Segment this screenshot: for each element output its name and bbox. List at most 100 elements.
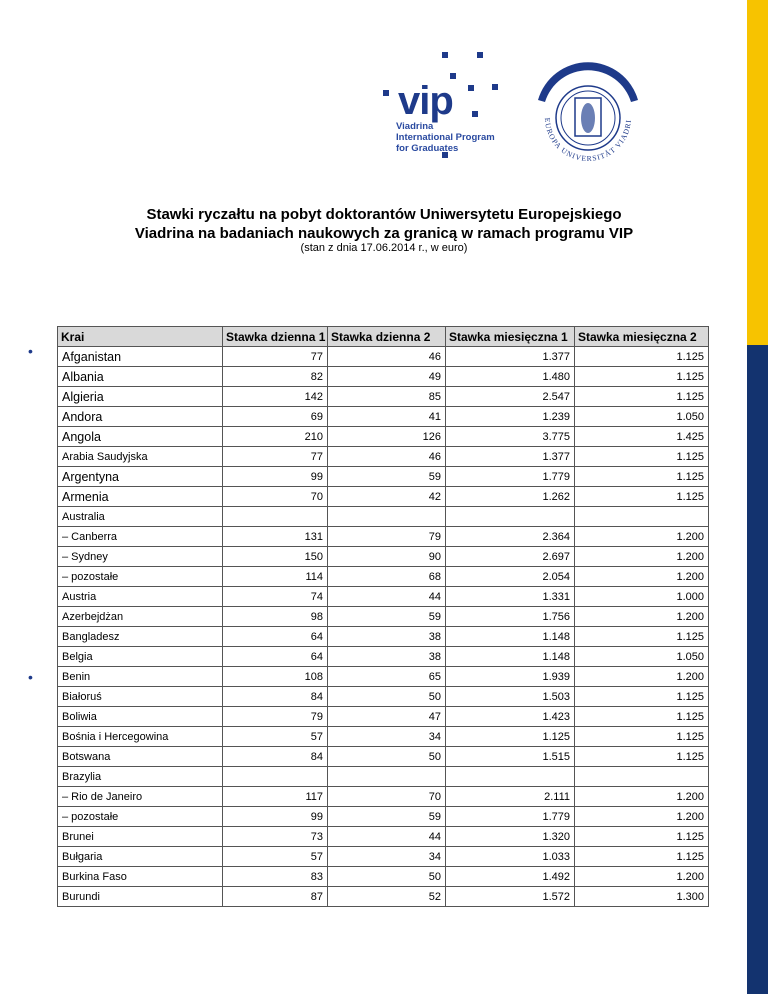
column-header: Stawka miesięczna 2 xyxy=(574,326,709,347)
rate-cell: 150 xyxy=(222,546,328,567)
rate-cell: 1.125 xyxy=(574,706,709,727)
page-subtitle: (stan z dnia 17.06.2014 r., w euro) xyxy=(300,242,468,254)
rate-cell: 1.320 xyxy=(445,826,575,847)
rate-cell: 85 xyxy=(327,386,446,407)
rate-cell: 1.331 xyxy=(445,586,575,607)
table-row: Brunei 73 44 1.320 1.125 xyxy=(57,826,709,847)
rate-cell: 1.262 xyxy=(445,486,575,507)
country-cell: Boliwia xyxy=(57,706,223,727)
table-row: Brazylia xyxy=(57,766,709,787)
rate-cell: 38 xyxy=(327,626,446,647)
rate-cell: 42 xyxy=(327,486,446,507)
country-cell: Bośnia i Hercegowina xyxy=(57,726,223,747)
rate-cell: 69 xyxy=(222,406,328,427)
rate-cell: 38 xyxy=(327,646,446,667)
table-row: Arabia Saudyjska 77 46 1.377 1.125 xyxy=(57,446,709,467)
rate-cell xyxy=(327,506,446,527)
column-header: Stawka dzienna 2 xyxy=(327,326,446,347)
rate-cell: 59 xyxy=(327,806,446,827)
rate-cell: 1.239 xyxy=(445,406,575,427)
table-row: – Rio de Janeiro 117 70 2.111 1.200 xyxy=(57,786,709,807)
table-row: Austria 74 44 1.331 1.000 xyxy=(57,586,709,607)
rate-cell: 1.200 xyxy=(574,606,709,627)
rate-cell: 87 xyxy=(222,886,328,907)
rate-cell: 57 xyxy=(222,846,328,867)
table-row: – pozostałe 99 59 1.779 1.200 xyxy=(57,806,709,827)
table-row: – Sydney 150 90 2.697 1.200 xyxy=(57,546,709,567)
vip-line: for Graduates xyxy=(396,143,459,154)
rate-cell: 79 xyxy=(327,526,446,547)
table-row: Boliwia 79 47 1.423 1.125 xyxy=(57,706,709,727)
country-cell: – Canberra xyxy=(57,526,223,547)
rate-cell: 1.756 xyxy=(445,606,575,627)
rate-cell: 59 xyxy=(327,606,446,627)
table-row: Białoruś 84 50 1.503 1.125 xyxy=(57,686,709,707)
rate-cell: 34 xyxy=(327,846,446,867)
rate-cell: 41 xyxy=(327,406,446,427)
table-row: Bośnia i Hercegowina 57 34 1.125 1.125 xyxy=(57,726,709,747)
rate-cell: 77 xyxy=(222,346,328,367)
country-cell: Angola xyxy=(57,426,223,447)
table-row: Armenia 70 42 1.262 1.125 xyxy=(57,486,709,507)
rate-cell: 74 xyxy=(222,586,328,607)
table-row: Azerbejdżan 98 59 1.756 1.200 xyxy=(57,606,709,627)
rate-cell: 65 xyxy=(327,666,446,687)
rate-cell: 1.572 xyxy=(445,886,575,907)
table-row: Belgia 64 38 1.148 1.050 xyxy=(57,646,709,667)
rate-cell: 1.148 xyxy=(445,626,575,647)
rate-cell: 44 xyxy=(327,826,446,847)
rate-cell: 1.148 xyxy=(445,646,575,667)
rate-cell: 2.054 xyxy=(445,566,575,587)
country-cell: Brunei xyxy=(57,826,223,847)
rate-cell: 82 xyxy=(222,366,328,387)
rate-cell: 70 xyxy=(327,786,446,807)
table-row: Australia xyxy=(57,506,709,527)
rate-cell: 84 xyxy=(222,746,328,767)
rate-cell: 84 xyxy=(222,686,328,707)
rate-cell: 1.200 xyxy=(574,526,709,547)
country-cell: – Sydney xyxy=(57,546,223,567)
vip-wordmark: vip xyxy=(398,79,454,123)
rate-cell: 1.125 xyxy=(574,466,709,487)
rate-cell: 1.300 xyxy=(574,886,709,907)
rate-cell: 34 xyxy=(327,726,446,747)
table-header-row: Krai Stawka dzienna 1 Stawka dzienna 2 Staw… xyxy=(57,326,709,347)
university-seal-logo: EUROPA UNIVERSITÄT VIADRINA xyxy=(533,60,638,163)
rate-cell: 98 xyxy=(222,606,328,627)
country-cell: – pozostałe xyxy=(57,566,223,587)
rate-cell: 99 xyxy=(222,466,328,487)
country-cell: Algieria xyxy=(57,386,223,407)
rate-cell: 1.503 xyxy=(445,686,575,707)
table-row: Burundi 87 52 1.572 1.300 xyxy=(57,886,709,907)
rate-cell: 46 xyxy=(327,346,446,367)
country-cell: Arabia Saudyjska xyxy=(57,446,223,467)
table-row: Burkina Faso 83 50 1.492 1.200 xyxy=(57,866,709,887)
column-header: Stawka dzienna 1 xyxy=(222,326,328,347)
country-cell: – Rio de Janeiro xyxy=(57,786,223,807)
country-cell: Burkina Faso xyxy=(57,866,223,887)
rate-cell xyxy=(445,506,575,527)
rate-cell: 1.480 xyxy=(445,366,575,387)
rate-cell: 1.125 xyxy=(574,446,709,467)
table-row: Albania 82 49 1.480 1.125 xyxy=(57,366,709,387)
rate-cell: 1.492 xyxy=(445,866,575,887)
vip-logo: vip Viadrina International Program for G… xyxy=(380,45,510,165)
rate-cell: 64 xyxy=(222,626,328,647)
rate-cell: 46 xyxy=(327,446,446,467)
rate-cell: 1.377 xyxy=(445,346,575,367)
yellow-side-bar xyxy=(747,0,768,345)
country-cell: Azerbejdżan xyxy=(57,606,223,627)
rates-table: Krai Stawka dzienna 1 Stawka dzienna 2 Staw… xyxy=(57,326,709,907)
rate-cell xyxy=(327,766,446,787)
rate-cell: 1.033 xyxy=(445,846,575,867)
rate-cell: 117 xyxy=(222,786,328,807)
rate-cell: 49 xyxy=(327,366,446,387)
rate-cell: 64 xyxy=(222,646,328,667)
rate-cell: 2.547 xyxy=(445,386,575,407)
rate-cell: 126 xyxy=(327,426,446,447)
rate-cell: 59 xyxy=(327,466,446,487)
rate-cell: 114 xyxy=(222,566,328,587)
rate-cell: 3.775 xyxy=(445,426,575,447)
page-title: Stawki ryczałtu na pobyt doktorantów Uni… xyxy=(134,206,634,242)
rate-cell: 131 xyxy=(222,526,328,547)
